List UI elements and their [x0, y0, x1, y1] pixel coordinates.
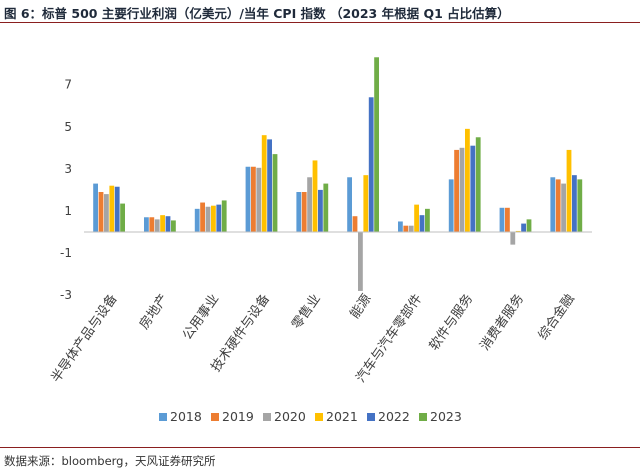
legend-label-2020: 2020 — [274, 409, 306, 424]
bar-2023-3 — [272, 154, 278, 232]
category-label: 综合金融 — [535, 291, 578, 343]
bar-2022-2 — [216, 204, 222, 232]
bar-2022-4 — [318, 189, 323, 232]
bar-2020-7 — [459, 147, 465, 232]
bar-2019-7 — [454, 149, 459, 232]
y-tick-label: 3 — [64, 162, 72, 176]
bar-2023-6 — [425, 208, 430, 232]
bar-2018-2 — [194, 208, 200, 232]
bar-2020-0 — [104, 194, 109, 232]
bar-2020-3 — [256, 167, 262, 232]
bar-2021-3 — [261, 135, 267, 232]
bar-2021-7 — [465, 128, 470, 232]
bar-2018-5 — [347, 177, 352, 232]
category-label: 消费者服务 — [477, 291, 527, 353]
legend-label-2019: 2019 — [222, 409, 254, 424]
bar-2019-5 — [352, 216, 358, 232]
bar-2021-2 — [211, 205, 216, 232]
bar-2021-6 — [414, 204, 419, 232]
bar-2020-4 — [307, 177, 312, 232]
legend-label-2021: 2021 — [326, 409, 358, 424]
legend-swatch-2020 — [263, 413, 271, 421]
legend-swatch-2022 — [367, 413, 375, 421]
bar-2021-0 — [109, 185, 115, 232]
title-rule — [0, 22, 640, 23]
bar-2022-7 — [470, 145, 476, 232]
bar-2023-1 — [171, 220, 176, 232]
bar-2022-1 — [165, 216, 171, 232]
bar-2023-2 — [221, 200, 227, 232]
bar-2020-9 — [561, 183, 566, 232]
bar-2021-5 — [363, 175, 369, 232]
y-tick-label: -1 — [60, 246, 72, 260]
bar-2021-4 — [312, 160, 318, 232]
legend-label-2022: 2022 — [378, 409, 410, 424]
legend-swatch-2021 — [315, 413, 323, 421]
bar-2018-4 — [296, 192, 302, 232]
y-tick-label: 1 — [64, 204, 72, 218]
category-label: 软件与服务 — [426, 291, 476, 353]
legend-label-2018: 2018 — [170, 409, 202, 424]
bar-2022-9 — [572, 175, 577, 232]
bar-2023-0 — [120, 203, 125, 232]
bar-2019-6 — [403, 225, 409, 232]
bar-2023-8 — [526, 219, 532, 232]
legend-swatch-2018 — [159, 413, 167, 421]
source-note: 数据来源：bloomberg，天风证券研究所 — [4, 454, 216, 468]
category-label: 公用事业 — [180, 292, 222, 343]
bar-2022-8 — [521, 223, 526, 232]
y-tick-label: 7 — [64, 78, 72, 92]
bar-2018-6 — [398, 221, 403, 232]
bar-2022-0 — [114, 186, 120, 232]
bottom-rule — [0, 447, 640, 448]
bar-2018-0 — [93, 183, 98, 232]
bar-2023-7 — [475, 137, 481, 232]
bar-2019-2 — [200, 202, 205, 232]
bar-2018-9 — [550, 177, 556, 232]
legend-swatch-2023 — [419, 413, 427, 421]
bar-2019-3 — [251, 166, 256, 232]
category-label: 房地产 — [136, 291, 171, 332]
bar-2023-4 — [323, 183, 329, 232]
y-tick-label: -3 — [60, 288, 72, 302]
bar-2021-1 — [160, 215, 165, 232]
bar-2020-2 — [205, 206, 211, 232]
bar-2020-6 — [408, 225, 414, 232]
category-label: 零售业 — [288, 291, 323, 332]
bar-2018-8 — [499, 207, 505, 232]
bar-2019-1 — [149, 217, 155, 232]
bar-2022-5 — [368, 97, 374, 232]
bar-2023-5 — [374, 57, 379, 232]
bar-2022-3 — [267, 139, 272, 232]
bar-2018-7 — [448, 179, 454, 233]
bar-2019-4 — [301, 192, 307, 232]
bar-2019-8 — [505, 207, 510, 232]
bar-2019-0 — [98, 192, 104, 232]
category-label: 半导体产品与设备 — [48, 291, 121, 385]
bar-2020-5 — [358, 232, 363, 291]
bar-2018-3 — [245, 166, 251, 232]
legend-label-2023: 2023 — [430, 409, 462, 424]
figure-title: 图 6：标普 500 主要行业利润（亿美元）/当年 CPI 指数 （2023 年… — [4, 6, 510, 21]
bar-2020-8 — [510, 232, 516, 245]
legend-swatch-2019 — [211, 413, 219, 421]
bar-2023-9 — [577, 179, 583, 233]
bar-2021-9 — [566, 149, 572, 232]
y-tick-label: 5 — [64, 120, 72, 134]
bar-2022-6 — [419, 215, 425, 232]
category-label: 能源 — [347, 292, 374, 322]
bar-2021-8 — [515, 230, 521, 232]
bar-2020-1 — [154, 219, 160, 232]
bar-2019-9 — [555, 179, 561, 233]
bar-2018-1 — [144, 217, 149, 232]
